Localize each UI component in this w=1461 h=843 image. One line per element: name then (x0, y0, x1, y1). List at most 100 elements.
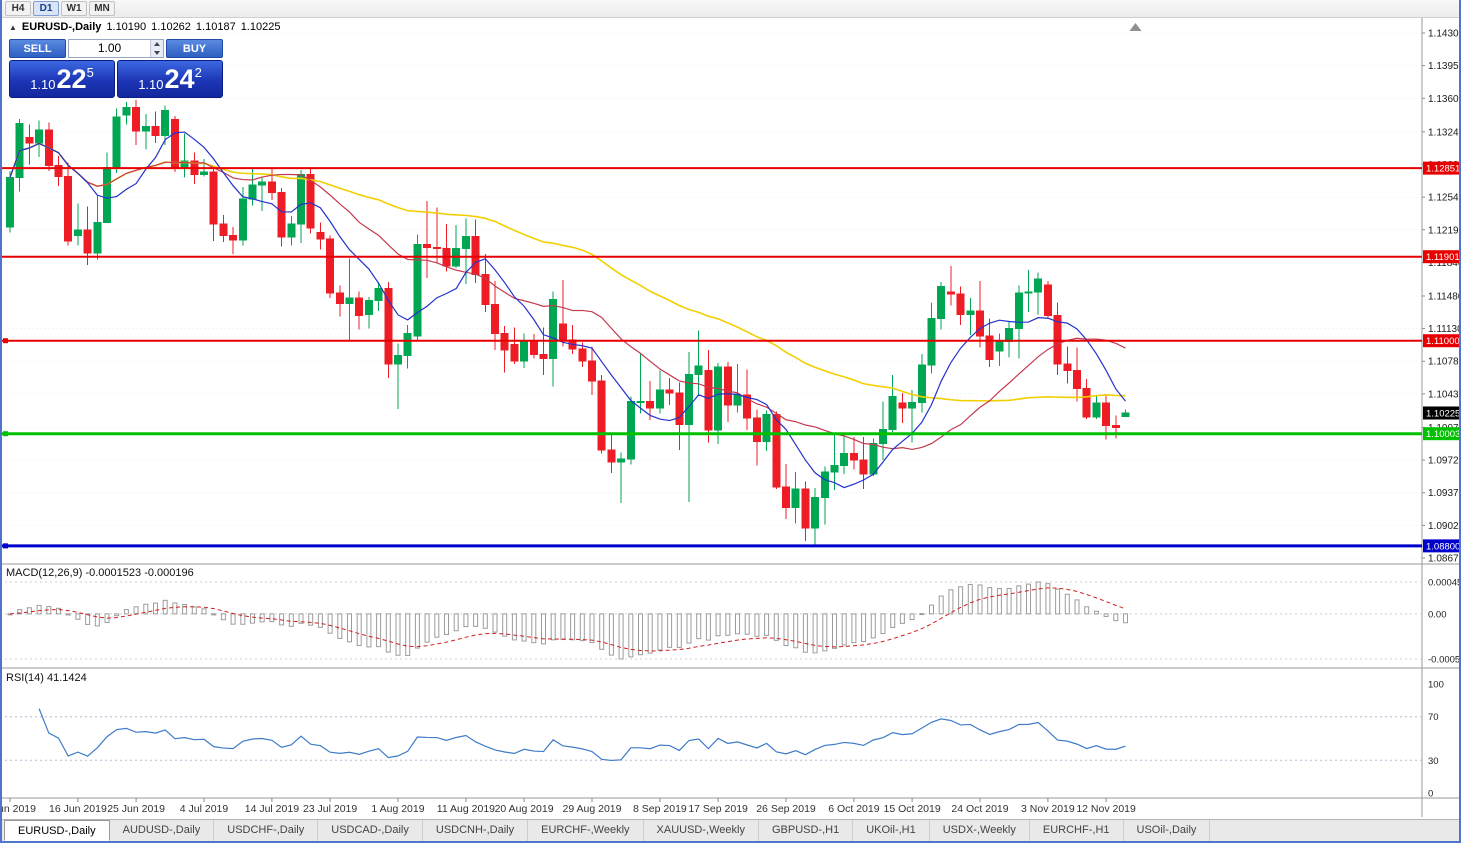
svg-text:1 Aug 2019: 1 Aug 2019 (371, 803, 424, 815)
timeframe-button-d1[interactable]: D1 (33, 1, 59, 16)
chart-tab-eurchf-weekly[interactable]: EURCHF-,Weekly (528, 820, 644, 841)
sell-button[interactable]: SELL (9, 39, 66, 58)
svg-text:1.09720: 1.09720 (1428, 456, 1461, 467)
sell-price-point: 5 (86, 65, 94, 80)
timeframe-button-w1[interactable]: W1 (61, 1, 87, 16)
macd-pane: 0.0004536 0.00 -0.0005205 MACD(12,26,9) -0.… (0, 567, 1461, 666)
svg-text:1.10780: 1.10780 (1428, 357, 1461, 368)
window-border-bottom (0, 841, 1461, 843)
timeframe-toolbar: H4 D1 W1 MN (2, 0, 1459, 18)
ohlc-high: 1.10262 (151, 21, 191, 33)
chart-tab-audusd-daily[interactable]: AUDUSD-,Daily (109, 820, 215, 841)
svg-text:1.11130: 1.11130 (1428, 324, 1461, 335)
timeframe-button-h4[interactable]: H4 (5, 1, 31, 16)
current-price-label: 1.10225 (1423, 406, 1461, 420)
svg-text:0.0004536: 0.0004536 (1428, 578, 1461, 589)
svg-text:6 Oct 2019: 6 Oct 2019 (828, 803, 880, 815)
svg-text:11 Aug 2019: 11 Aug 2019 (437, 803, 495, 815)
svg-text:1.12851: 1.12851 (1426, 164, 1460, 175)
sell-price-prefix: 1.10 (30, 77, 56, 92)
collapse-panel-icon[interactable]: ▲ (9, 22, 17, 32)
chart-tab-eurchf-h1[interactable]: EURCHF-,H1 (1029, 820, 1124, 841)
buy-price-prefix: 1.10 (138, 77, 164, 92)
ma-50-line (9, 142, 1126, 402)
svg-text:26 Sep 2019: 26 Sep 2019 (756, 803, 816, 815)
chart-tab-gbpusd-h1[interactable]: GBPUSD-,H1 (758, 820, 854, 841)
chart-tab-ukoil-h1[interactable]: UKOil-,H1 (853, 820, 930, 841)
svg-text:1.09370: 1.09370 (1428, 488, 1461, 499)
volume-stepper[interactable] (150, 40, 163, 57)
hline-handle[interactable] (3, 431, 8, 437)
svg-text:MACD(12,26,9) -0.0001523 -0.00: MACD(12,26,9) -0.0001523 -0.000196 (6, 567, 194, 579)
svg-text:1.12190: 1.12190 (1428, 225, 1461, 236)
svg-text:16 Jun 2019: 16 Jun 2019 (49, 803, 107, 815)
candlestick-series (6, 100, 1130, 547)
buy-button[interactable]: BUY (166, 39, 223, 58)
rsi-line (38, 708, 1126, 762)
chart-tab-bar: EURUSD-,Daily AUDUSD-,Daily USDCHF-,Daily U… (2, 819, 1459, 841)
ohlc-open: 1.10190 (106, 21, 147, 33)
chart-tab-usdcnh-daily[interactable]: USDCNH-,Daily (422, 820, 529, 841)
svg-text:1.11901: 1.11901 (1426, 252, 1460, 263)
svg-text:1.11480: 1.11480 (1428, 291, 1461, 302)
volume-up-icon[interactable] (151, 40, 163, 49)
svg-text:3 Nov 2019: 3 Nov 2019 (1021, 803, 1075, 815)
svg-text:1.10225: 1.10225 (1426, 408, 1460, 419)
svg-text:RSI(14) 41.1424: RSI(14) 41.1424 (6, 672, 87, 684)
svg-text:14 Jul 2019: 14 Jul 2019 (245, 803, 299, 815)
pane-dividers (0, 18, 1461, 817)
buy-price-button[interactable]: 1.10 24 2 (117, 60, 223, 98)
svg-text:25 Jun 2019: 25 Jun 2019 (107, 803, 165, 815)
chart-tab-eurusd-daily[interactable]: EURUSD-,Daily (4, 820, 110, 841)
svg-text:8 Sep 2019: 8 Sep 2019 (633, 803, 687, 815)
svg-text:23 Jul 2019: 23 Jul 2019 (303, 803, 357, 815)
hline-handle[interactable] (3, 338, 8, 344)
price-grid: 1.143001.139501.136001.132401.128901.125… (0, 29, 1461, 564)
buy-price-point: 2 (194, 65, 202, 80)
one-click-trading-panel: SELL 1.00 BUY 1.10 22 5 1.10 24 2 (9, 39, 223, 98)
svg-text:1.10430: 1.10430 (1428, 389, 1461, 400)
window-border-left (0, 0, 2, 843)
ohlc-low: 1.10187 (195, 21, 236, 33)
hline-handle[interactable] (3, 543, 8, 549)
ma-8-line (9, 131, 1126, 489)
svg-text:17 Sep 2019: 17 Sep 2019 (688, 803, 748, 815)
chart-tab-xauusd-weekly[interactable]: XAUUSD-,Weekly (643, 820, 759, 841)
svg-text:1.08800: 1.08800 (1426, 541, 1460, 552)
chart-tab-usdx-weekly[interactable]: USDX-,Weekly (929, 820, 1030, 841)
svg-text:20 Aug 2019: 20 Aug 2019 (495, 803, 554, 815)
sell-price-button[interactable]: 1.10 22 5 (9, 60, 115, 98)
svg-text:1.11840: 1.11840 (1428, 258, 1461, 269)
timeframe-button-mn[interactable]: MN (89, 1, 115, 16)
svg-text:1.09020: 1.09020 (1428, 521, 1461, 532)
svg-text:1.08670: 1.08670 (1428, 553, 1461, 564)
svg-text:12 Nov 2019: 12 Nov 2019 (1076, 803, 1136, 815)
svg-text:1.11000: 1.11000 (1426, 336, 1460, 347)
svg-text:0: 0 (1428, 789, 1433, 800)
chart-tab-usdcad-daily[interactable]: USDCAD-,Daily (318, 820, 423, 841)
buy-price-pips: 24 (164, 64, 195, 94)
svg-text:6 Jun 2019: 6 Jun 2019 (0, 803, 36, 815)
macd-signal-line (9, 587, 1126, 652)
svg-text:4 Jul 2019: 4 Jul 2019 (180, 803, 229, 815)
volume-input[interactable]: 1.00 (68, 39, 164, 58)
svg-text:1.13600: 1.13600 (1428, 94, 1461, 105)
chart-shift-marker-icon[interactable] (1129, 23, 1142, 31)
svg-text:1.14300: 1.14300 (1428, 29, 1461, 40)
chart-tab-usdchf-daily[interactable]: USDCHF-,Daily (214, 820, 319, 841)
svg-text:1.13240: 1.13240 (1428, 127, 1461, 138)
chart-ohlc-header: ▲ EURUSD-,Daily 1.10190 1.10262 1.10187 … (9, 21, 280, 33)
svg-text:100: 100 (1428, 680, 1444, 691)
svg-text:1.13950: 1.13950 (1428, 61, 1461, 72)
sell-price-pips: 22 (56, 64, 87, 94)
svg-text:1.10003: 1.10003 (1426, 429, 1460, 440)
rsi-pane: 100 70 30 0 RSI(14) 41.1424 (0, 672, 1444, 800)
chart-tab-usoil-daily[interactable]: USOil-,Daily (1123, 820, 1211, 841)
svg-text:30: 30 (1428, 756, 1439, 767)
horizontal-lines: 1.12851 1.11901 1.11000 1.10003 1.08800 (0, 161, 1461, 553)
volume-down-icon[interactable] (151, 48, 163, 57)
volume-value[interactable]: 1.00 (97, 41, 122, 55)
